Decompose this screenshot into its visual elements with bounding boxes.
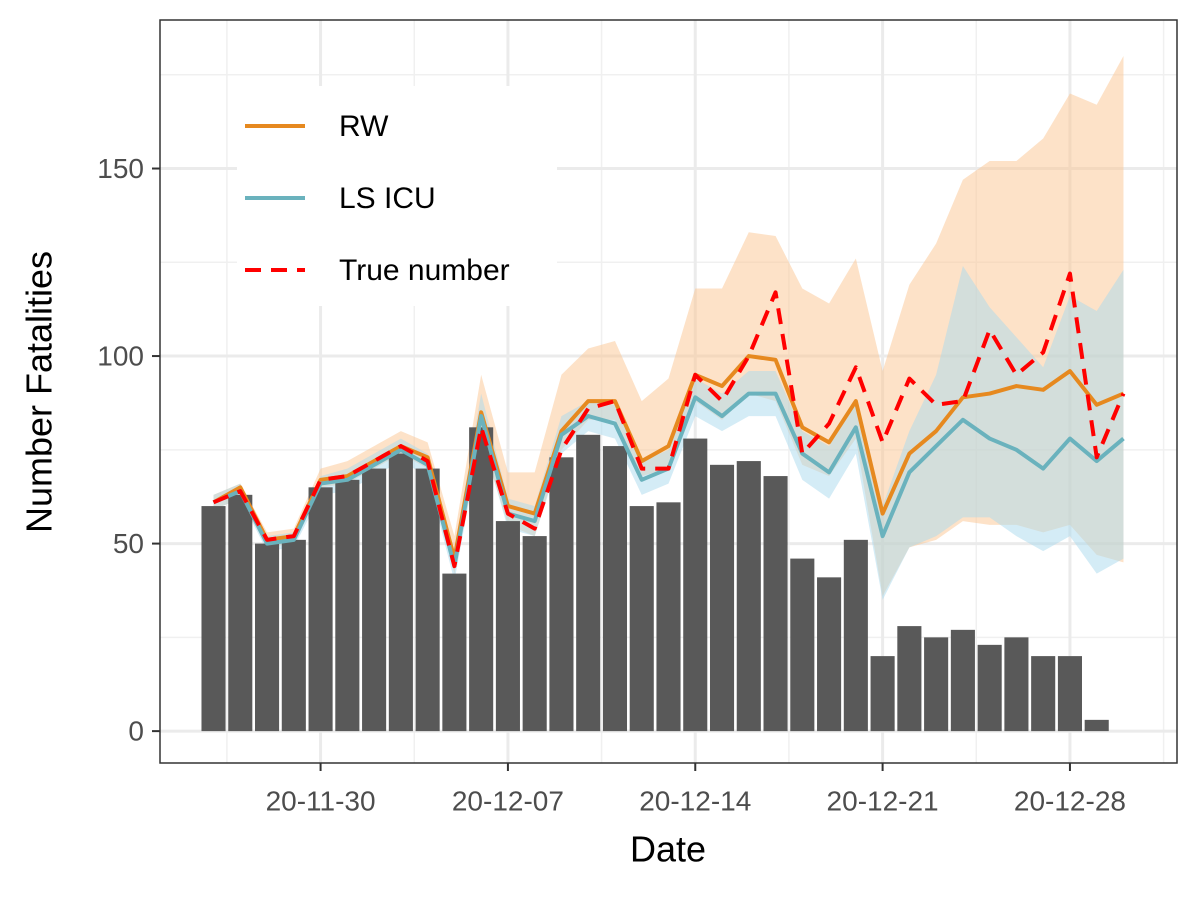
- bar: [656, 502, 681, 732]
- bar: [897, 626, 922, 732]
- legend-label: RW: [339, 110, 389, 143]
- bar: [1057, 656, 1082, 732]
- bar: [549, 457, 574, 732]
- y-tick-label: 50: [113, 528, 144, 559]
- bar: [469, 427, 494, 732]
- x-tick-label: 20-11-30: [266, 785, 376, 816]
- bar: [977, 644, 1002, 732]
- bar: [308, 487, 333, 732]
- bar: [1031, 656, 1056, 732]
- bar: [281, 539, 306, 732]
- legend-label: LS ICU: [339, 182, 436, 215]
- bar: [228, 494, 253, 732]
- bar: [870, 656, 895, 732]
- legend-label: True number: [339, 254, 510, 287]
- x-tick-label: 20-12-28: [1014, 785, 1126, 816]
- y-tick-label: 150: [97, 153, 144, 184]
- bar: [415, 468, 440, 732]
- bar: [763, 476, 788, 732]
- bar: [255, 543, 280, 732]
- bar: [1084, 719, 1109, 732]
- bar: [1004, 637, 1029, 732]
- bar: [442, 573, 467, 732]
- bar: [950, 629, 975, 732]
- bar: [736, 461, 761, 732]
- panel-border: [159, 19, 1178, 764]
- bar: [790, 558, 815, 732]
- bar: [495, 521, 520, 732]
- bar: [629, 506, 654, 732]
- bar: [602, 446, 628, 732]
- bar: [683, 438, 708, 732]
- bar: [362, 468, 387, 732]
- x-tick-label: 20-12-14: [639, 785, 751, 816]
- x-tick-label: 20-12-21: [827, 785, 939, 816]
- y-tick-label: 0: [128, 716, 144, 747]
- x-axis-title: Date: [630, 829, 706, 870]
- confidence-band: [213, 56, 1124, 597]
- line: [212, 271, 1126, 569]
- bar: [709, 464, 735, 732]
- bar: [576, 434, 601, 732]
- bar: [924, 637, 949, 732]
- bar: [843, 539, 868, 732]
- bar: [335, 479, 360, 732]
- bar: [388, 453, 413, 732]
- x-tick-label: 20-12-07: [452, 785, 564, 816]
- bar: [817, 577, 842, 732]
- y-tick-label: 100: [97, 340, 144, 371]
- y-axis-title: Number Fatalities: [19, 251, 60, 533]
- bar: [201, 506, 226, 732]
- bar: [522, 536, 547, 732]
